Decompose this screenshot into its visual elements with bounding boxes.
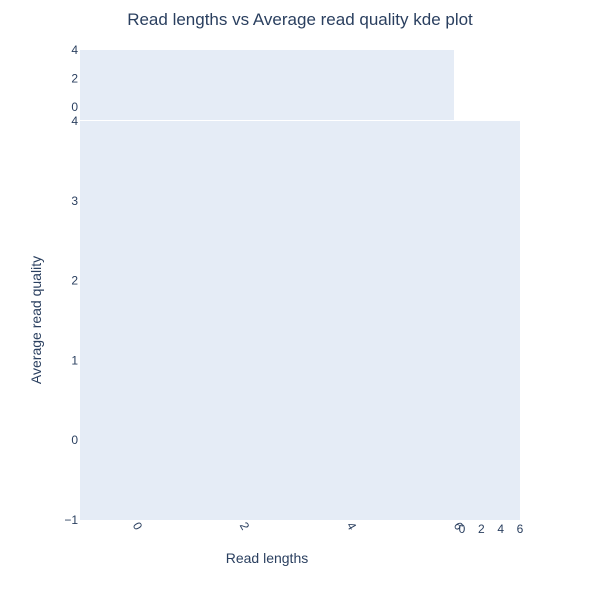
chart-title: Read lengths vs Average read quality kde… [127,10,473,29]
top-marginal-y-tick-label: 4 [71,43,78,57]
main-plot-area [80,121,520,520]
y-tick-label: 1 [71,353,78,367]
y-tick-label: 4 [71,114,78,128]
x-tick-label: 2 [237,520,253,533]
right-marginal-x-tick-label: 2 [478,522,485,536]
y-tick-label: −1 [64,513,78,527]
top-marginal-y-axis-ticks: 0 2 4 [71,43,78,114]
top-marginal-plot-area [80,50,454,120]
main-y-axis-ticks: −1 0 1 2 3 4 [64,114,78,527]
y-axis-title: Average read quality [28,256,44,384]
y-tick-label: 0 [71,433,78,447]
y-tick-label: 3 [71,194,78,208]
x-tick-label: 0 [130,520,146,533]
top-marginal-y-tick-label: 2 [71,72,78,86]
right-marginal-x-tick-label: 6 [517,522,524,536]
y-tick-label: 2 [71,274,78,288]
right-marginal-x-tick-label: 4 [497,522,504,536]
x-axis-title: Read lengths [226,550,309,566]
right-marginal-x-tick-label: 0 [459,522,466,536]
x-tick-label: 4 [344,520,360,533]
top-marginal-y-tick-label: 0 [71,100,78,114]
